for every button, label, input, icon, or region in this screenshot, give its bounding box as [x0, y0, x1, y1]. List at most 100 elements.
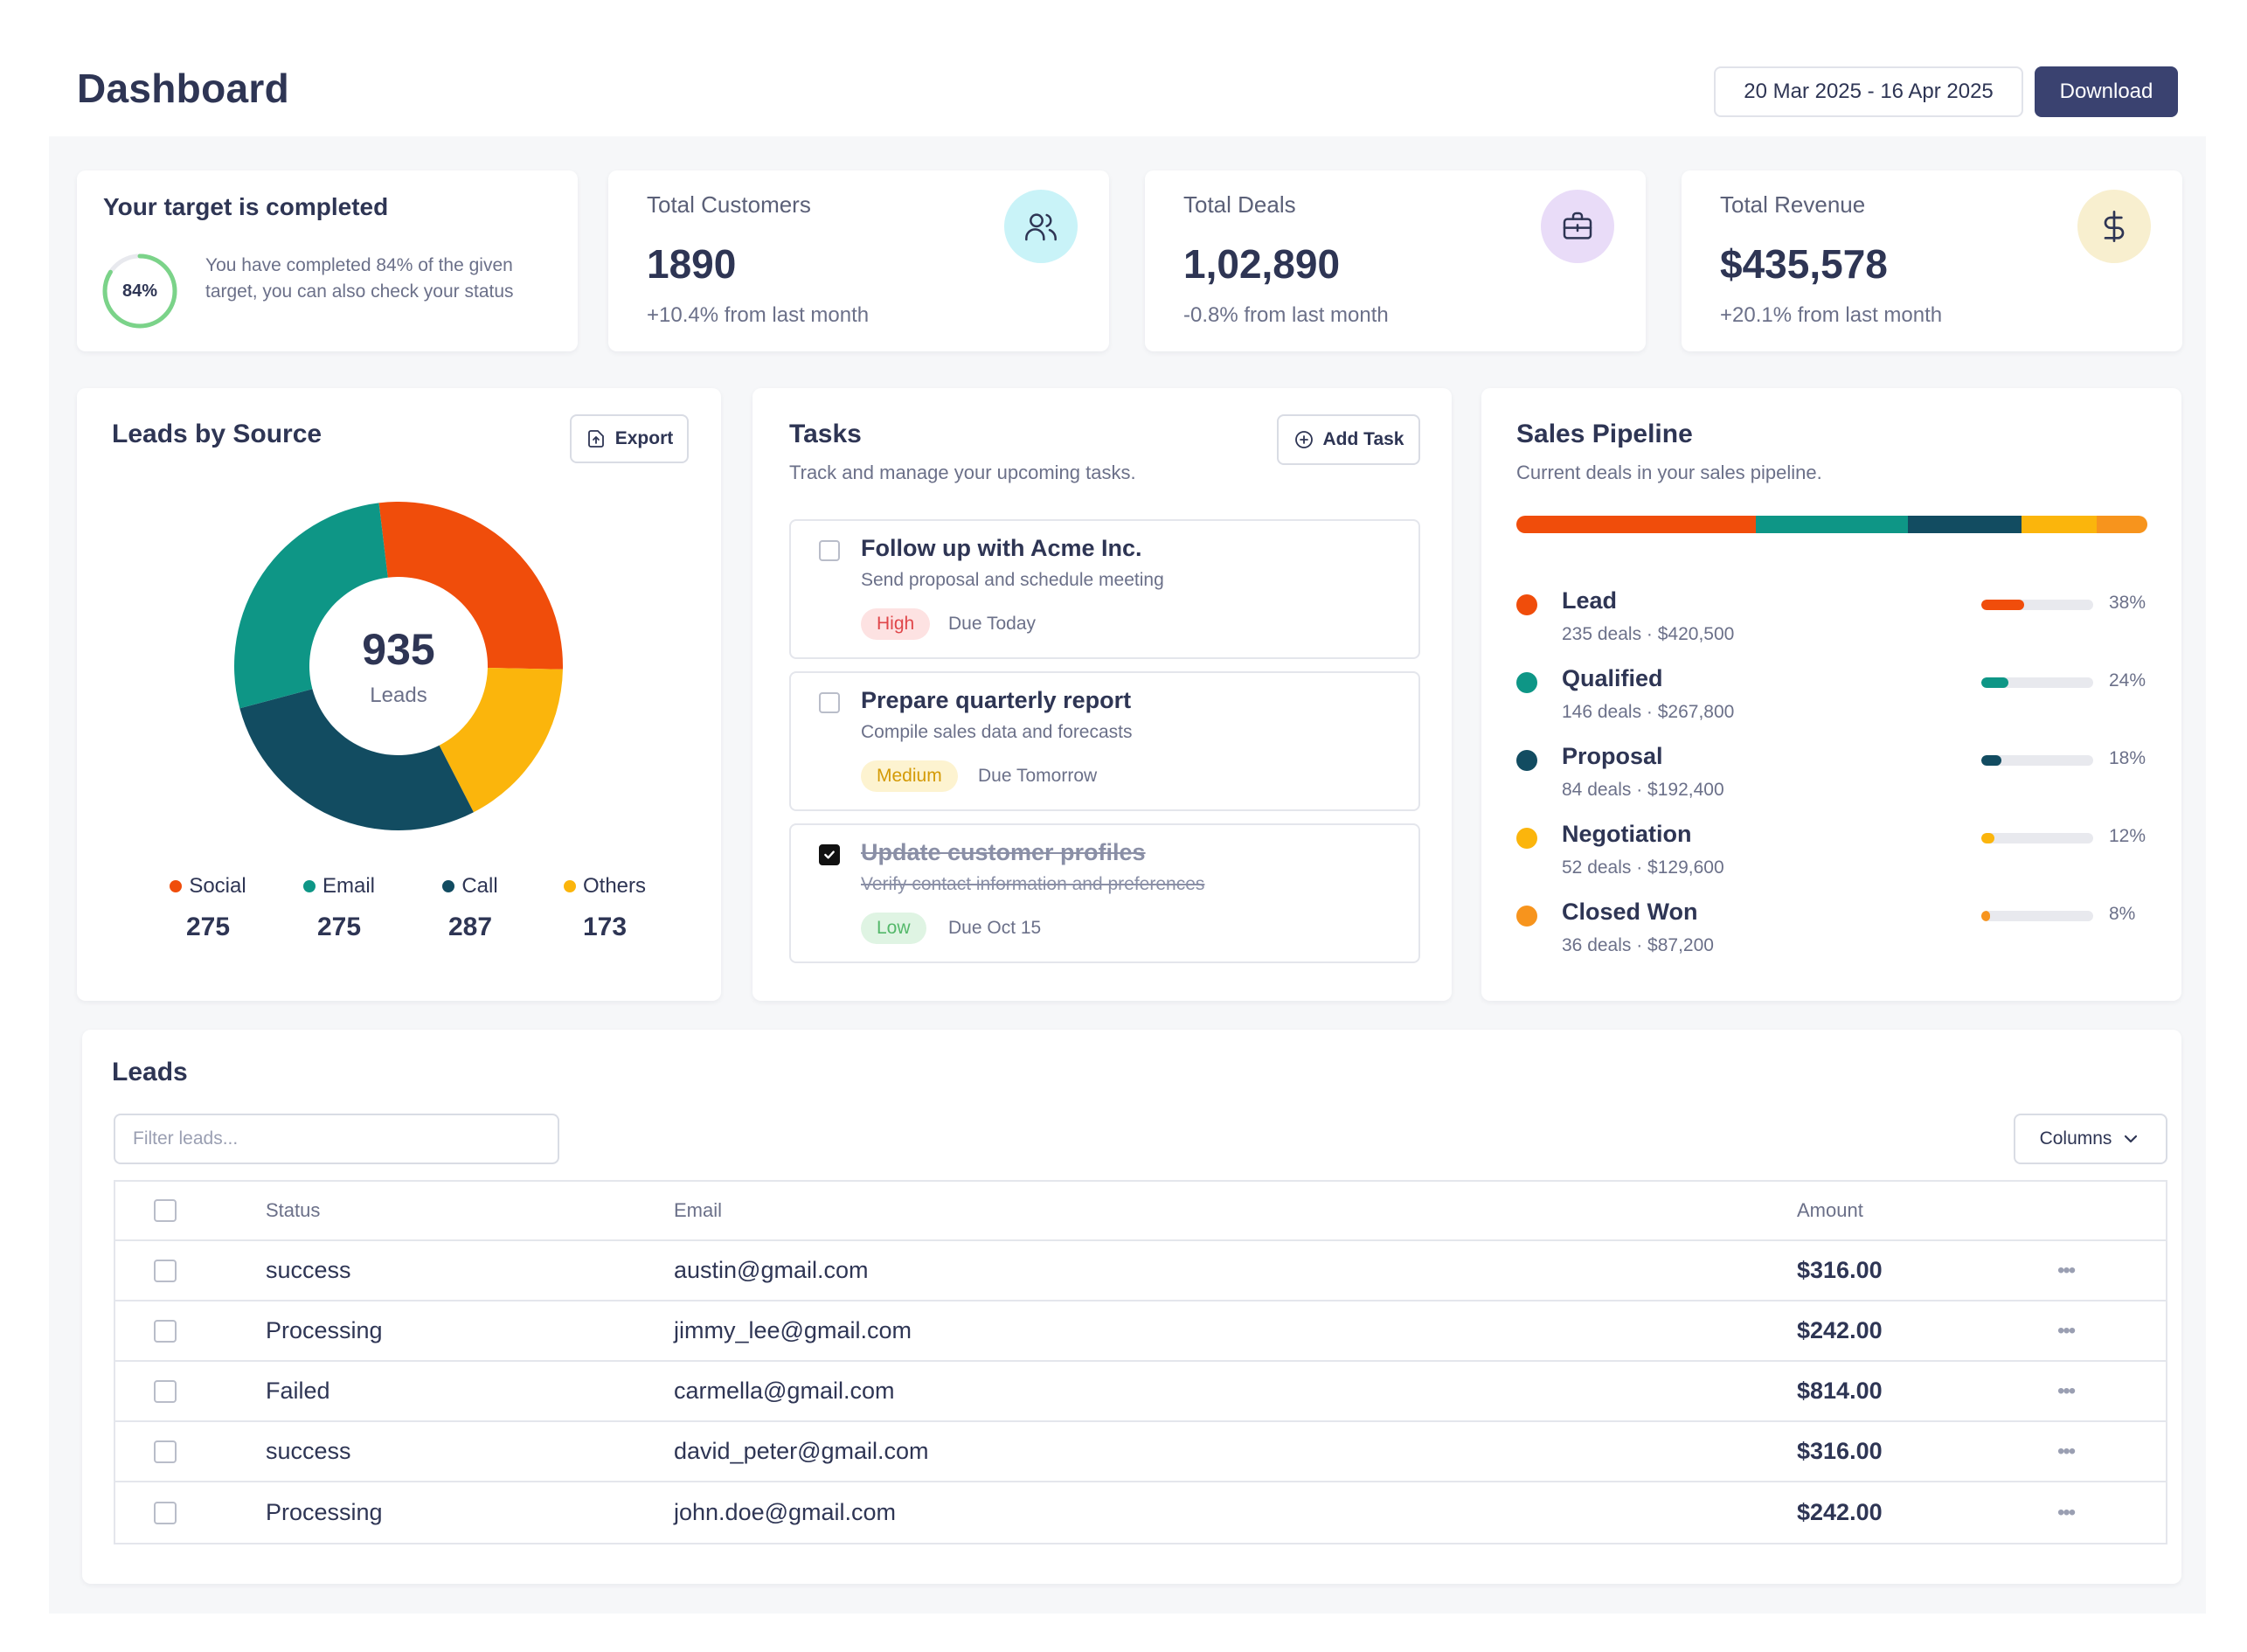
priority-badge: Low — [861, 913, 926, 944]
stage-progress-track — [1981, 911, 2093, 921]
kpi-change: +10.4% from last month — [647, 303, 870, 327]
stage-percent: 8% — [2109, 904, 2136, 924]
legend-dot — [563, 880, 576, 892]
task-item: Prepare quarterly report Compile sales d… — [789, 671, 1420, 811]
donut-total: 935 — [362, 625, 435, 674]
filter-leads-input[interactable] — [114, 1114, 559, 1164]
pipeline-segment-closed-won — [2097, 516, 2147, 533]
row-status: Processing — [266, 1317, 383, 1343]
column-header-email[interactable]: Email — [674, 1199, 723, 1221]
pipeline-stage: Lead 235 deals · $420,500 38% — [1516, 584, 2147, 654]
kpi-label: Total Revenue — [1720, 191, 1866, 218]
more-actions-icon[interactable]: ••• — [2057, 1439, 2076, 1463]
task-checkbox[interactable] — [819, 692, 840, 713]
stage-progress-track — [1981, 833, 2093, 843]
leads-table-card: Leads Columns Status Email Amount succes… — [82, 1030, 2181, 1584]
kpi-value: 1,02,890 — [1183, 241, 1341, 287]
stage-progress-fill — [1981, 911, 1991, 921]
stage-progress-track — [1981, 677, 2093, 688]
donut-slice-call — [239, 689, 474, 830]
pipeline-segment-lead — [1516, 516, 1757, 533]
briefcase-icon — [1541, 190, 1614, 263]
stage-dot — [1516, 672, 1537, 693]
row-amount: $316.00 — [1797, 1438, 1883, 1464]
task-description: Compile sales data and forecasts — [861, 722, 1133, 742]
stage-percent: 38% — [2109, 593, 2146, 613]
task-item: Update customer profiles Verify contact … — [789, 823, 1420, 963]
row-amount: $316.00 — [1797, 1257, 1883, 1283]
stage-progress-fill — [1981, 833, 1995, 843]
column-header-status[interactable]: Status — [266, 1199, 321, 1221]
donut-slice-social — [378, 502, 563, 670]
donut-slice-others — [439, 668, 563, 813]
row-checkbox[interactable] — [154, 1379, 177, 1403]
more-actions-icon[interactable]: ••• — [2057, 1258, 2076, 1282]
pipeline-stacked-bar — [1516, 516, 2147, 533]
stage-meta: 146 deals · $267,800 — [1562, 702, 1735, 722]
section-title: Sales Pipeline — [1516, 420, 1693, 448]
row-email: austin@gmail.com — [674, 1257, 869, 1283]
row-amount: $814.00 — [1797, 1378, 1883, 1404]
stage-progress-fill — [1981, 755, 2002, 766]
leads-by-source-card: Leads by Source Export 935 Leads Social … — [77, 388, 721, 1001]
row-status: success — [266, 1257, 351, 1283]
more-actions-icon[interactable]: ••• — [2057, 1500, 2076, 1524]
download-button[interactable]: Download — [2035, 66, 2178, 117]
date-range-picker[interactable]: 20 Mar 2025 - 16 Apr 2025 — [1714, 66, 2023, 117]
stage-percent: 18% — [2109, 748, 2146, 768]
task-checkbox[interactable] — [819, 844, 840, 865]
kpi-change: -0.8% from last month — [1183, 303, 1389, 327]
kpi-card-revenue: Total Revenue $435,578 +20.1% from last … — [1682, 170, 2182, 351]
columns-button[interactable]: Columns — [2014, 1114, 2167, 1164]
dollar-icon — [2077, 190, 2151, 263]
kpi-label: Total Customers — [647, 191, 811, 218]
more-actions-icon[interactable]: ••• — [2057, 1378, 2076, 1403]
export-button[interactable]: Export — [570, 414, 689, 463]
add-task-button[interactable]: Add Task — [1277, 414, 1420, 465]
stage-meta: 36 deals · $87,200 — [1562, 935, 1714, 955]
more-actions-icon[interactable]: ••• — [2057, 1318, 2076, 1343]
column-header-amount[interactable]: Amount — [1797, 1199, 1863, 1221]
table-row: success austin@gmail.com $316.00 ••• — [115, 1241, 2166, 1301]
check-icon — [824, 850, 835, 859]
legend-value: 275 — [185, 913, 231, 941]
task-title: Follow up with Acme Inc. — [861, 535, 1142, 561]
table-header-row: Status Email Amount — [115, 1182, 2166, 1241]
section-title: Tasks — [789, 420, 862, 448]
row-status: Failed — [266, 1378, 330, 1404]
plus-circle-icon — [1294, 431, 1313, 448]
legend-value: 287 — [447, 913, 493, 941]
row-checkbox[interactable] — [154, 1319, 177, 1343]
stage-name: Qualified — [1562, 665, 1663, 691]
target-percent: 84% — [121, 281, 158, 301]
chevron-down-icon — [2125, 1135, 2138, 1143]
task-item: Follow up with Acme Inc. Send proposal a… — [789, 519, 1420, 659]
row-status: success — [266, 1438, 351, 1464]
pipeline-stage: Proposal 84 deals · $192,400 18% — [1516, 739, 2147, 809]
kpi-label: Total Deals — [1183, 191, 1296, 218]
table-row: Processing john.doe@gmail.com $242.00 ••… — [115, 1482, 2166, 1543]
legend-dot — [442, 880, 455, 892]
donut-slice-email — [234, 503, 388, 709]
task-checkbox[interactable] — [819, 540, 840, 561]
stage-progress-fill — [1981, 677, 2008, 688]
select-all-checkbox[interactable] — [154, 1199, 177, 1222]
legend-item-social: Social 275 — [147, 874, 269, 942]
row-checkbox[interactable] — [154, 1440, 177, 1463]
legend-label: Others — [582, 874, 647, 898]
stage-dot — [1516, 906, 1537, 927]
target-card: Your target is completed 84% You have co… — [77, 170, 578, 351]
row-checkbox[interactable] — [154, 1259, 177, 1282]
pipeline-stage: Negotiation 52 deals · $129,600 12% — [1516, 817, 2147, 887]
target-description: You have completed 84% of the given targ… — [205, 255, 514, 302]
legend-item-call: Call 287 — [409, 874, 531, 942]
row-email: john.doe@gmail.com — [674, 1499, 897, 1525]
stage-dot — [1516, 828, 1537, 849]
row-email: jimmy_lee@gmail.com — [674, 1317, 912, 1343]
section-title: Leads by Source — [112, 420, 322, 448]
row-checkbox[interactable] — [154, 1501, 177, 1524]
donut-total-label: Leads — [370, 684, 427, 707]
legend-dot — [302, 880, 316, 892]
row-status: Processing — [266, 1499, 383, 1525]
sales-pipeline-card: Sales Pipeline Current deals in your sal… — [1481, 388, 2181, 1001]
